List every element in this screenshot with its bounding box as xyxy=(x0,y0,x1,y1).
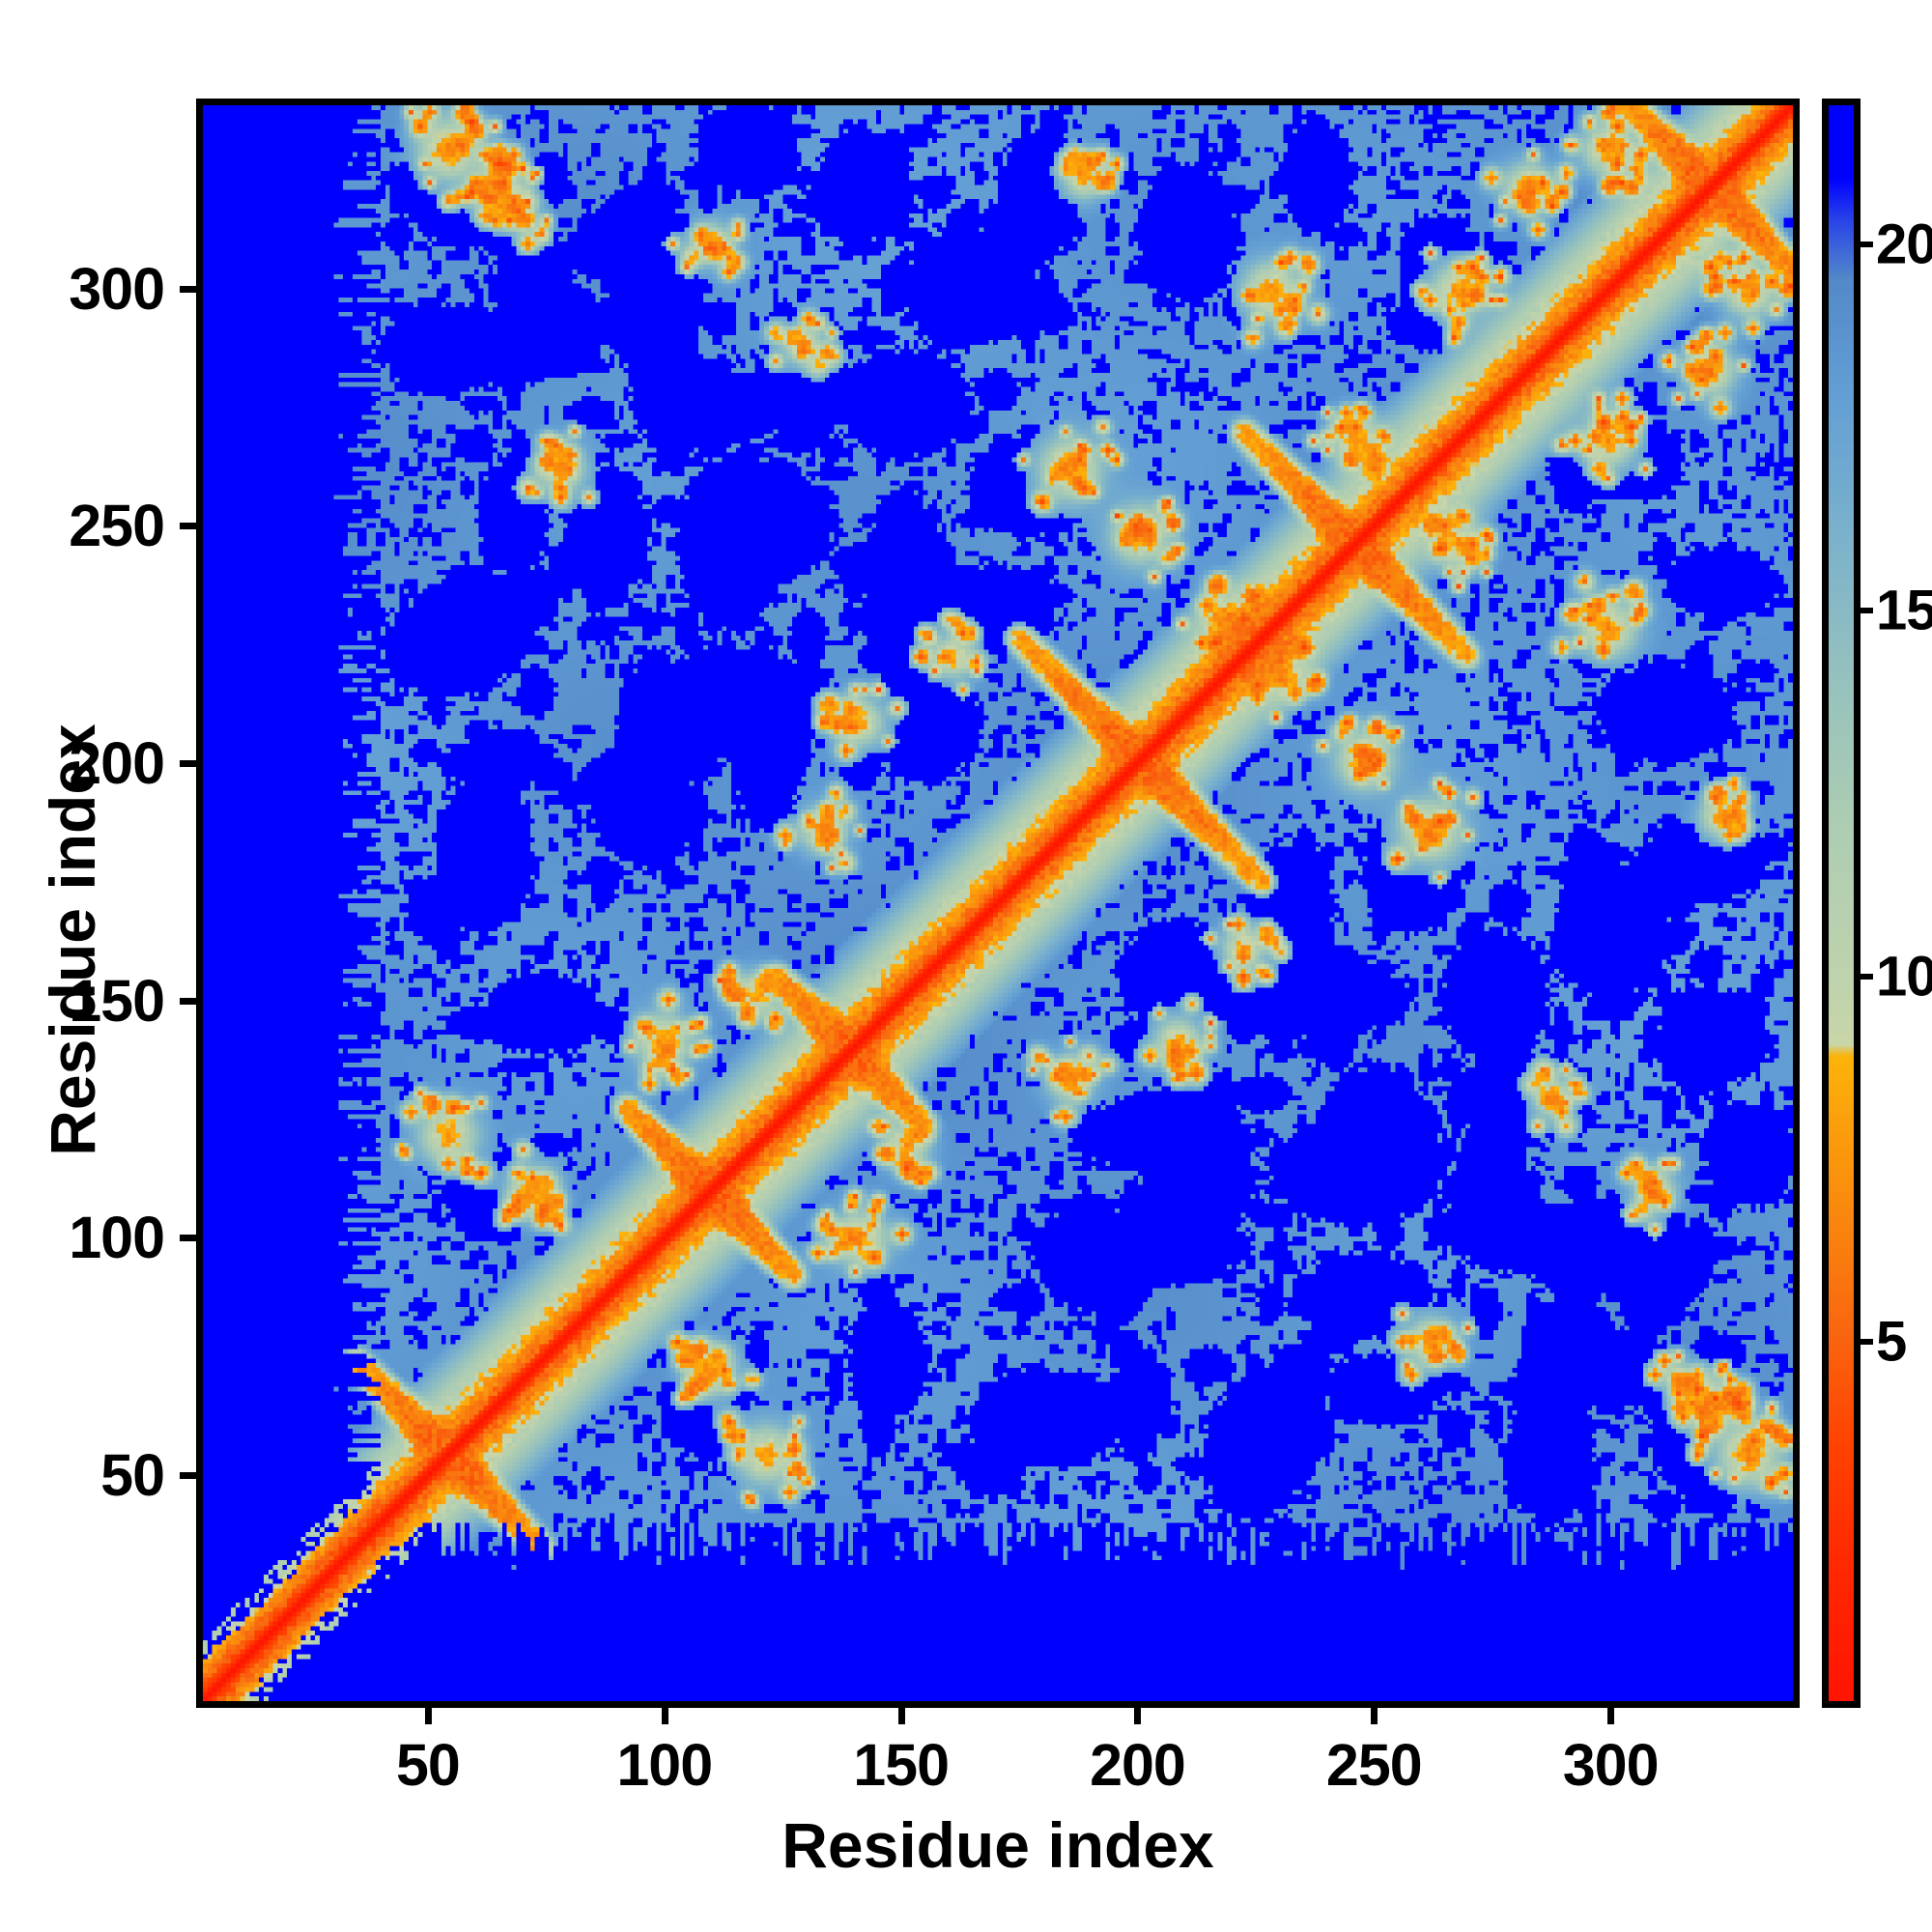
colorbar-tick-mark xyxy=(1861,608,1873,614)
y-tick-mark xyxy=(180,1235,196,1242)
y-tick-mark xyxy=(180,760,196,768)
x-tick-label: 200 xyxy=(1090,1732,1186,1798)
colorbar-gradient xyxy=(1829,105,1854,1701)
colorbar-tick-mark xyxy=(1861,242,1873,248)
x-tick-label: 150 xyxy=(853,1732,950,1798)
x-axis-title: Residue index xyxy=(781,1809,1214,1881)
colorbar-tick-label: 20 xyxy=(1876,213,1932,276)
x-tick-mark xyxy=(661,1708,668,1724)
x-tick-label: 50 xyxy=(396,1732,461,1798)
colorbar-group: 5 10 15 20 xyxy=(1822,99,1932,1708)
x-tick-label: 300 xyxy=(1562,1732,1660,1798)
x-tick-mark xyxy=(1371,1708,1378,1724)
y-tick-mark xyxy=(180,997,196,1005)
y-tick-mark xyxy=(180,285,196,293)
x-tick-label: 250 xyxy=(1325,1732,1423,1798)
x-tick-mark xyxy=(424,1708,432,1724)
x-tick-mark xyxy=(1134,1708,1142,1724)
y-tick-label: 50 xyxy=(100,1442,165,1509)
y-tick-label: 150 xyxy=(69,967,165,1034)
colorbar-tick-mark xyxy=(1861,973,1873,980)
colorbar-tick-mark xyxy=(1861,1339,1873,1346)
y-tick-label: 100 xyxy=(69,1205,165,1271)
colorbar-tick-label: 10 xyxy=(1876,945,1932,1009)
y-axis-title: Residue index xyxy=(37,724,108,1156)
x-tick-label: 100 xyxy=(616,1732,713,1798)
colorbar xyxy=(1822,99,1861,1708)
colorbar-tick-label: 15 xyxy=(1876,579,1932,642)
y-tick-label: 200 xyxy=(69,730,165,797)
y-tick-mark xyxy=(180,1472,196,1480)
x-tick-mark xyxy=(1607,1708,1615,1724)
heatmap-plot-area xyxy=(196,99,1800,1708)
colorbar-tick-label: 5 xyxy=(1876,1310,1907,1374)
x-tick-mark xyxy=(897,1708,905,1724)
distance-map-canvas xyxy=(203,105,1793,1701)
y-tick-label: 250 xyxy=(69,493,165,559)
y-tick-label: 300 xyxy=(69,255,165,322)
y-tick-mark xyxy=(180,523,196,530)
